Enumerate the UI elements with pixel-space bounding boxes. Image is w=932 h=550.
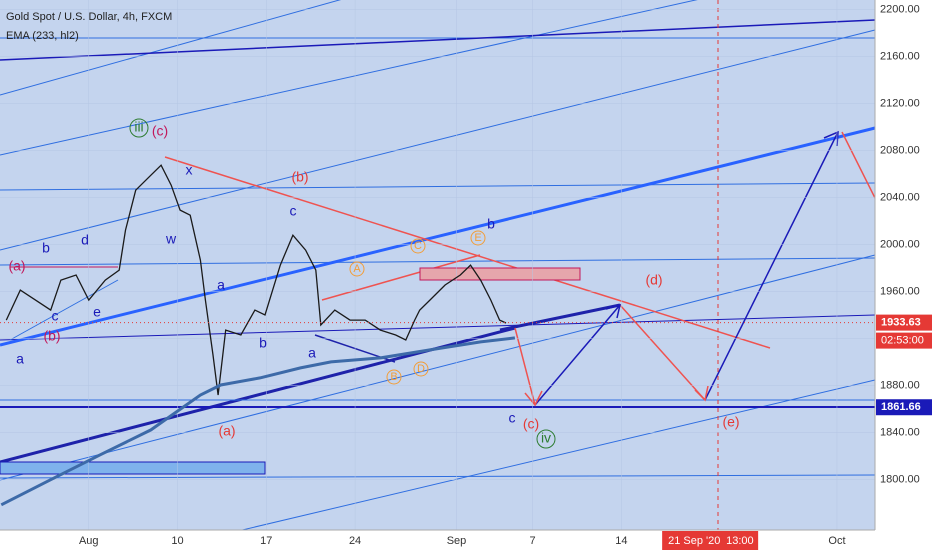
support-zone [0, 461, 266, 475]
x-tick-label: Oct [828, 535, 845, 547]
series-line [0, 336, 516, 507]
wave-label: (a) [218, 423, 235, 439]
price-label-box [876, 399, 932, 416]
cursor-date: 21 Sep '20 [668, 535, 720, 547]
countdown: 02:53:00 [881, 335, 924, 347]
x-tick-label: Sep [447, 535, 467, 547]
wave-label: B [390, 371, 397, 383]
countdown-box [876, 332, 932, 349]
wave-line [9, 279, 119, 341]
resistance-zone [419, 267, 581, 281]
wave-label: c [509, 410, 516, 426]
projection-arrow [704, 131, 839, 401]
plot-background [0, 0, 875, 530]
cursor-date-box [662, 531, 759, 550]
price-label-box [876, 314, 932, 331]
arrow-head [524, 390, 543, 407]
wave-label: b [259, 335, 267, 351]
wave-label: iv [541, 430, 551, 446]
y-tick-label: 2080.00 [880, 144, 920, 156]
wave-label: (b) [43, 328, 60, 344]
y-tick-label: 1880.00 [880, 380, 920, 392]
channel-line [0, 254, 876, 481]
wave-label: E [474, 232, 481, 244]
trend-line [0, 126, 876, 347]
wave-label: (c) [523, 416, 539, 432]
symbol-title: Gold Spot / U.S. Dollar, 4h, FXCM [6, 11, 172, 23]
x-tick-label: 17 [260, 535, 272, 547]
channel-line [0, 29, 876, 251]
wave-label: (d) [645, 272, 662, 288]
wave-label: a [308, 345, 316, 361]
trend-line [499, 303, 621, 332]
series-line [5, 164, 507, 396]
wave-label: b [42, 240, 50, 256]
y-tick-label: 2160.00 [880, 50, 920, 62]
wave-label: c [290, 203, 297, 219]
wave-circle [410, 238, 426, 254]
wave-circle [349, 261, 365, 277]
wave-label: w [165, 231, 177, 247]
wave-label: A [353, 263, 361, 275]
wave-label: iii [134, 119, 143, 135]
y-tick-label: 1800.00 [880, 474, 920, 486]
triangle-line [164, 156, 771, 349]
triangle-line [321, 254, 481, 301]
wave-label: a [217, 277, 225, 293]
wave-circle [413, 361, 429, 377]
arrow-head [605, 303, 622, 319]
price-label: 1933.63 [881, 317, 921, 329]
channel-line [0, 0, 342, 96]
horizontal-line [0, 19, 876, 61]
wave-label: e [93, 304, 101, 320]
wave-label: (e) [722, 414, 739, 430]
time-axis [0, 530, 875, 550]
x-tick-label: 14 [615, 535, 627, 547]
x-tick-label: 24 [349, 535, 361, 547]
horizontal-line [0, 257, 876, 266]
wave-label: C [414, 240, 422, 252]
price-axis [875, 0, 932, 550]
horizontal-line [0, 314, 876, 341]
x-tick-label: Aug [79, 535, 99, 547]
y-tick-label: 2120.00 [880, 97, 920, 109]
wave-circle [536, 429, 556, 449]
x-tick-label: 10 [171, 535, 183, 547]
projection-arrow [534, 304, 621, 406]
wave-circle [129, 118, 149, 138]
cursor-time: 13:00 [726, 535, 754, 547]
wave-label: D [417, 363, 425, 375]
wave-label: (a) [8, 258, 25, 274]
y-tick-label: 2040.00 [880, 191, 920, 203]
wave-label: (b) [291, 169, 308, 185]
y-tick-label: 2200.00 [880, 3, 920, 15]
wave-circle [386, 369, 402, 385]
arrow-head [694, 385, 709, 402]
projection-arrow [619, 304, 706, 401]
drawings [0, 0, 876, 541]
horizontal-line [0, 474, 876, 479]
indicator-title: EMA (233, hl2) [6, 30, 79, 42]
wave-label: a [16, 351, 24, 367]
y-tick-label: 1840.00 [880, 427, 920, 439]
wave-label: (c) [152, 123, 168, 139]
wave-label: b [487, 216, 495, 232]
projection-arrow [841, 131, 876, 199]
y-tick-label: 1960.00 [880, 286, 920, 298]
horizontal-line [0, 182, 876, 191]
projection-arrow [514, 327, 536, 406]
price-label: 1861.66 [881, 401, 921, 413]
x-tick-label: 7 [530, 535, 536, 547]
y-tick-label: 2000.00 [880, 238, 920, 250]
wave-label: x [186, 162, 193, 178]
wave-circle [470, 230, 486, 246]
wave-label: c [52, 308, 59, 324]
wave-label: d [81, 232, 89, 248]
arrow-head [823, 130, 839, 147]
